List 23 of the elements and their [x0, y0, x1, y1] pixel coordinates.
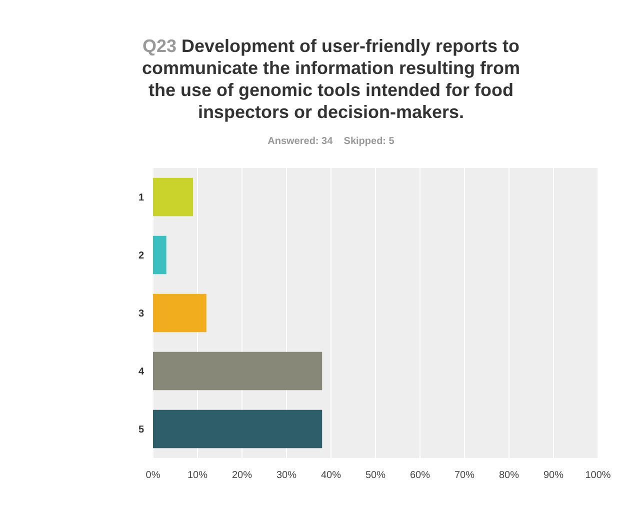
x-tick-label: 100% [585, 470, 611, 481]
x-tick-label: 90% [543, 470, 564, 481]
x-tick-label: 20% [232, 470, 252, 481]
x-tick-label: 30% [276, 470, 297, 481]
bar [153, 294, 206, 332]
bar [153, 236, 166, 274]
x-tick-label: 0% [146, 470, 160, 481]
y-tick-label: 1 [138, 192, 144, 204]
x-tick-label: 40% [320, 470, 342, 481]
x-tick-label: 50% [365, 470, 386, 481]
y-tick-label: 4 [138, 366, 144, 378]
x-tick-label: 80% [498, 470, 520, 481]
bar [153, 178, 194, 216]
bar [153, 410, 322, 448]
bar [153, 352, 322, 390]
chart-title: Q23 Development of user-friendly reports to communicate the information resulting from the use of genomic tools intended for food inspectors or decision-makers. [142, 36, 520, 122]
x-tick-label: 10% [187, 470, 208, 481]
y-tick-label: 5 [138, 424, 144, 436]
x-tick-label: 70% [454, 470, 475, 481]
chart-subtitle: Answered: 34 Skipped: 5 [268, 136, 395, 147]
y-tick-label: 3 [138, 308, 144, 320]
y-tick-label: 2 [138, 250, 144, 262]
x-tick-label: 60% [410, 470, 430, 481]
